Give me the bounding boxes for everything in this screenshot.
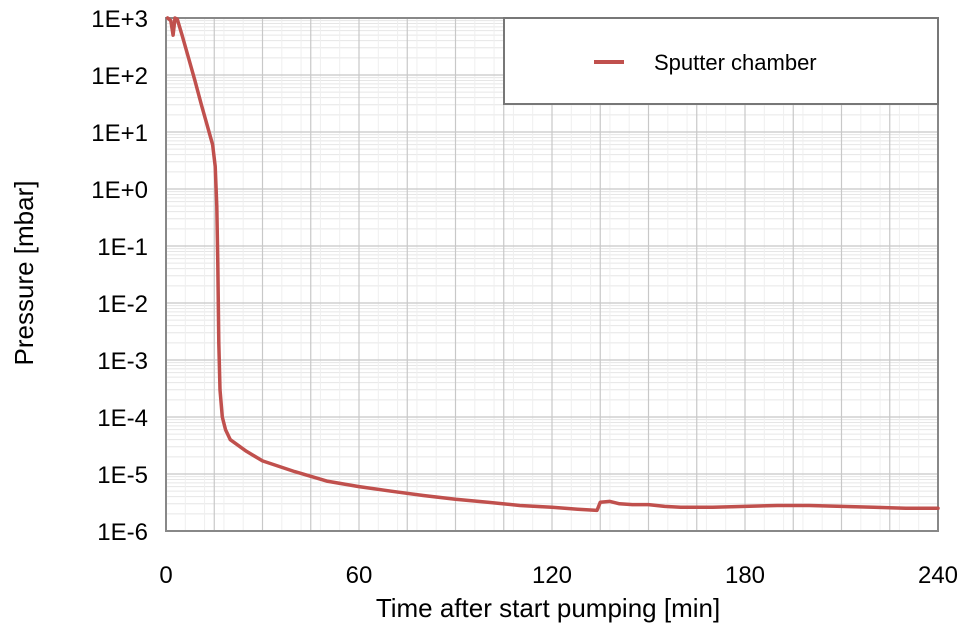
x-tick-label: 240 xyxy=(918,562,958,589)
y-axis-title: Pressure [mbar] xyxy=(9,181,39,366)
legend: Sputter chamber xyxy=(503,17,939,105)
y-tick-label: 1E+2 xyxy=(91,63,148,90)
x-axis-title: Time after start pumping [min] xyxy=(376,593,720,623)
y-tick-label: 1E-2 xyxy=(97,291,148,318)
y-tick-label: 1E-1 xyxy=(97,234,148,261)
y-tick-labels: 1E-6 1E-5 1E-4 1E-3 1E-2 1E-1 1E+0 1E+1 1E+2 1E+3 xyxy=(91,6,148,546)
y-tick-label: 1E-3 xyxy=(97,348,148,375)
legend-box xyxy=(503,17,939,105)
y-tick-label: 1E+1 xyxy=(91,120,148,147)
x-tick-label: 120 xyxy=(532,562,572,589)
y-tick-label: 1E-6 xyxy=(97,519,148,546)
series-layer xyxy=(165,16,940,513)
series-line xyxy=(165,16,940,513)
legend-label: Sputter chamber xyxy=(654,50,817,75)
y-tick-label: 1E+3 xyxy=(91,6,148,33)
y-tick-label: 1E+0 xyxy=(91,177,148,204)
x-tick-labels: 0 60 120 180 240 xyxy=(159,562,958,589)
x-tick-label: 180 xyxy=(725,562,765,589)
x-tick-label: 0 xyxy=(159,562,172,589)
y-tick-label: 1E-4 xyxy=(97,405,148,432)
y-tick-label: 1E-5 xyxy=(97,462,148,489)
x-tick-label: 60 xyxy=(346,562,373,589)
